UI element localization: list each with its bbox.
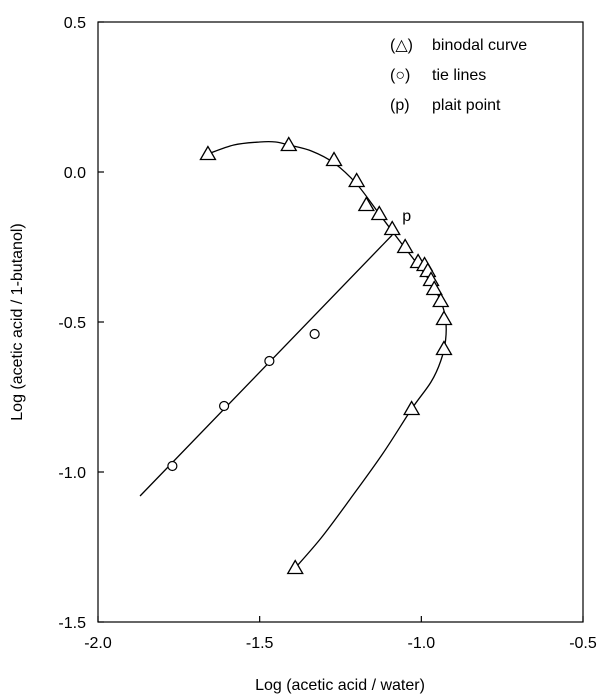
tie-line	[139, 234, 393, 497]
tie-line-point	[219, 400, 230, 412]
binodal-point	[435, 310, 453, 326]
binodal-point	[396, 238, 414, 254]
y-tick-label: -1.5	[58, 615, 86, 632]
binodal-point	[425, 280, 443, 296]
binodal-point	[383, 220, 401, 236]
x-tick-label: -2.0	[84, 635, 112, 652]
y-tick-label: 0.5	[64, 15, 86, 32]
legend-symbol-tie-lines: (○)	[390, 67, 410, 84]
binodal-point	[199, 145, 217, 161]
binodal-point	[370, 205, 388, 221]
data-points	[167, 136, 453, 575]
x-tick-label: -1.5	[246, 635, 274, 652]
y-axis: 0.5 0.0 -0.5 -1.0 -1.5	[58, 15, 104, 632]
plait-point-label: p	[402, 208, 411, 225]
x-tick-label: -1.0	[408, 635, 436, 652]
legend-symbol-plait-point: (p)	[390, 97, 410, 114]
y-tick-label: -1.0	[58, 465, 86, 482]
binodal-point	[432, 292, 450, 308]
binodal-point	[435, 340, 453, 356]
legend-label-plait-point: plait point	[432, 97, 501, 114]
legend-label-binodal: binodal curve	[432, 37, 527, 54]
x-tick-label: -0.5	[569, 635, 597, 652]
tie-line-point	[309, 328, 320, 340]
binodal-point	[325, 151, 343, 167]
y-tick-label: -0.5	[58, 315, 86, 332]
binodal-point	[280, 136, 298, 152]
x-axis: -2.0 -1.5 -1.0 -0.5	[84, 616, 597, 652]
tie-line-point	[264, 355, 275, 367]
binodal-point	[348, 172, 366, 188]
binodal-point	[286, 559, 304, 575]
legend-symbol-binodal: (△)	[390, 37, 413, 54]
binodal-point	[403, 400, 421, 416]
y-axis-title: Log (acetic acid / 1-butanol)	[9, 223, 26, 420]
y-tick-label: 0.0	[64, 165, 86, 182]
x-axis-title: Log (acetic acid / water)	[255, 677, 425, 694]
legend: (△) binodal curve (○) tie lines (p) plai…	[390, 37, 527, 114]
legend-label-tie-lines: tie lines	[432, 67, 486, 84]
plot-frame	[97, 21, 584, 623]
binodal-point	[357, 196, 375, 212]
binodal-curve-line	[207, 140, 447, 569]
tie-line-point	[167, 460, 178, 472]
